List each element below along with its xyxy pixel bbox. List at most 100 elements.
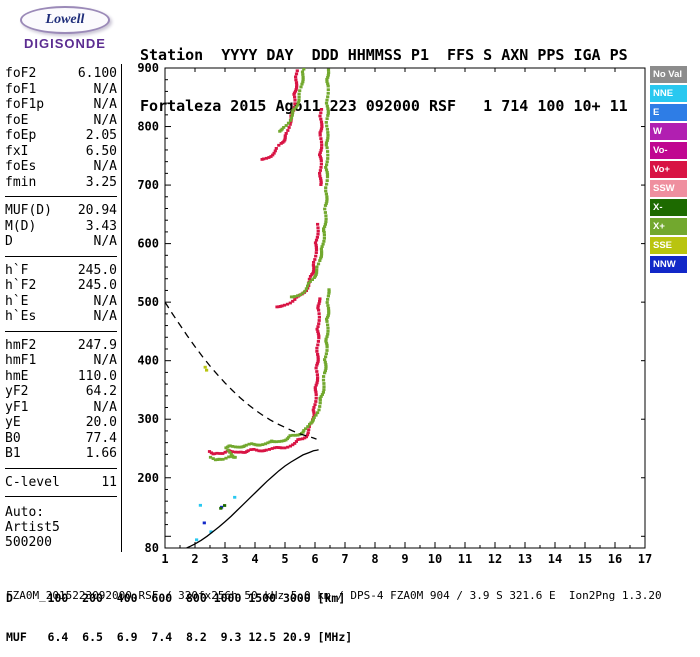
noise-nnw bbox=[202, 505, 224, 525]
param-value: N/A bbox=[93, 97, 117, 112]
noise-sse bbox=[203, 365, 209, 372]
param-row-foe: foE N/A bbox=[5, 113, 117, 129]
param-row-yf1: yF1 N/A bbox=[5, 400, 117, 416]
param-label: yF2 bbox=[5, 384, 29, 399]
legend-item-vo-: Vo+ bbox=[650, 161, 687, 178]
param-row-fmin: fmin 3.25 bbox=[5, 175, 117, 191]
logo-oval: Lowell bbox=[20, 6, 110, 34]
legend-item-vo-: Vo- bbox=[650, 142, 687, 159]
trace-2hop-o bbox=[275, 222, 320, 309]
param-value: N/A bbox=[93, 234, 117, 249]
legend-item-nne: NNE bbox=[650, 85, 687, 102]
svg-text:300: 300 bbox=[137, 412, 159, 426]
logo-lowell-text: Lowell bbox=[45, 12, 85, 27]
param-value: N/A bbox=[93, 353, 117, 368]
param-panel-separator bbox=[121, 64, 122, 552]
autoscaling-line: Artist5 bbox=[5, 520, 60, 535]
noise-x-minus bbox=[219, 504, 227, 510]
param-value: 247.9 bbox=[77, 337, 117, 353]
svg-text:80: 80 bbox=[145, 541, 159, 555]
logo-digisonde-text: DIGISONDE bbox=[24, 36, 106, 51]
svg-text:7: 7 bbox=[341, 552, 348, 566]
param-value: N/A bbox=[93, 309, 117, 324]
param-value: 77.4 bbox=[85, 430, 117, 446]
param-row-fof2: foF2 6.100 bbox=[5, 66, 117, 82]
param-label: foF1p bbox=[5, 97, 45, 112]
legend-item-x-: X+ bbox=[650, 218, 687, 235]
svg-text:11: 11 bbox=[458, 552, 472, 566]
param-row-fof1: foF1 N/A bbox=[5, 82, 117, 98]
logo: Lowell DIGISONDE bbox=[10, 6, 120, 51]
autoscaling-line: 500200 bbox=[5, 535, 52, 550]
param-divider bbox=[5, 196, 117, 197]
param-value: 3.43 bbox=[85, 218, 117, 234]
trace-1hop-x bbox=[208, 288, 331, 462]
param-label: foE bbox=[5, 112, 29, 128]
param-row-h-e: h`E N/A bbox=[5, 294, 117, 310]
param-label: foF1 bbox=[5, 81, 37, 97]
param-label: yE bbox=[5, 415, 21, 430]
param-row-fxi: fxI 6.50 bbox=[5, 144, 117, 160]
param-row-m-d-: M(D) 3.43 bbox=[5, 219, 117, 235]
param-label: fxI bbox=[5, 143, 29, 159]
param-panel: foF2 6.100 foF1 N/A foF1p N/A foE N/A foEp 2.05 fx… bbox=[5, 66, 117, 550]
svg-text:5: 5 bbox=[281, 552, 288, 566]
param-label: C-level bbox=[5, 474, 60, 490]
svg-text:16: 16 bbox=[608, 552, 622, 566]
param-label: h`F2 bbox=[5, 278, 37, 293]
param-value: N/A bbox=[93, 81, 117, 97]
param-row-h-f: h`F 245.0 bbox=[5, 263, 117, 279]
svg-text:6: 6 bbox=[311, 552, 318, 566]
legend-item-x-: X- bbox=[650, 199, 687, 216]
muf-table: D 100 200 400 600 800 1000 1500 3000 [km… bbox=[6, 566, 352, 657]
svg-text:400: 400 bbox=[137, 354, 159, 368]
param-row-b0: B0 77.4 bbox=[5, 431, 117, 447]
param-value: 2.05 bbox=[85, 128, 117, 143]
svg-text:15: 15 bbox=[578, 552, 592, 566]
param-divider bbox=[5, 330, 117, 332]
svg-text:200: 200 bbox=[137, 471, 159, 485]
param-row-foes: foEs N/A bbox=[5, 159, 117, 175]
param-row-h-es: h`Es N/A bbox=[5, 309, 117, 325]
param-value: 64.2 bbox=[85, 384, 117, 399]
param-divider bbox=[5, 467, 117, 469]
param-value: 20.94 bbox=[77, 203, 117, 218]
svg-text:14: 14 bbox=[548, 552, 562, 566]
legend-item-w: W bbox=[650, 123, 687, 140]
param-value: N/A bbox=[93, 293, 117, 309]
param-label: fmin bbox=[5, 174, 37, 190]
param-value: 6.50 bbox=[85, 143, 117, 159]
param-label: B1 bbox=[5, 446, 21, 461]
param-value: 245.0 bbox=[77, 262, 117, 278]
svg-text:17: 17 bbox=[638, 552, 652, 566]
svg-text:10: 10 bbox=[428, 552, 442, 566]
legend-item-no-val: No Val bbox=[650, 66, 687, 83]
param-label: foEp bbox=[5, 128, 37, 143]
param-label: foEs bbox=[5, 159, 37, 174]
legend-item-e: E bbox=[650, 104, 687, 121]
param-label: foF2 bbox=[5, 66, 37, 81]
legend-item-sse: SSE bbox=[650, 237, 687, 254]
param-label: h`Es bbox=[5, 309, 37, 324]
svg-text:8: 8 bbox=[371, 552, 378, 566]
param-value: 11 bbox=[101, 474, 117, 490]
header-line-1: Station YYYY DAY DDD HHMMSS P1 FFS S AXN… bbox=[140, 46, 628, 64]
trace-1hop-o bbox=[207, 297, 322, 456]
param-row-hmf1: hmF1 N/A bbox=[5, 353, 117, 369]
ionogram-page: { "logo": { "line1": "Lowell", "line2": … bbox=[5, 6, 688, 644]
svg-text:700: 700 bbox=[137, 178, 159, 192]
param-label: yF1 bbox=[5, 399, 29, 415]
param-value: 245.0 bbox=[77, 278, 117, 293]
param-divider bbox=[5, 255, 117, 257]
echo-traces bbox=[165, 68, 331, 548]
svg-text:1: 1 bbox=[161, 552, 168, 566]
svg-text:2: 2 bbox=[191, 552, 198, 566]
echo-legend: No Val NNE E W Vo- Vo+ SSW X- X+ SSE NNW bbox=[650, 66, 688, 275]
param-value: 1.66 bbox=[85, 446, 117, 461]
legend-item-nnw: NNW bbox=[650, 256, 687, 273]
profile-extrapolated bbox=[165, 301, 317, 440]
header-line-2: Fortaleza 2015 Ago11 223 092000 RSF 1 71… bbox=[140, 97, 628, 115]
param-row-c-level: C-level 11 bbox=[5, 475, 117, 491]
param-row-foep: foEp 2.05 bbox=[5, 128, 117, 144]
svg-text:600: 600 bbox=[137, 237, 159, 251]
